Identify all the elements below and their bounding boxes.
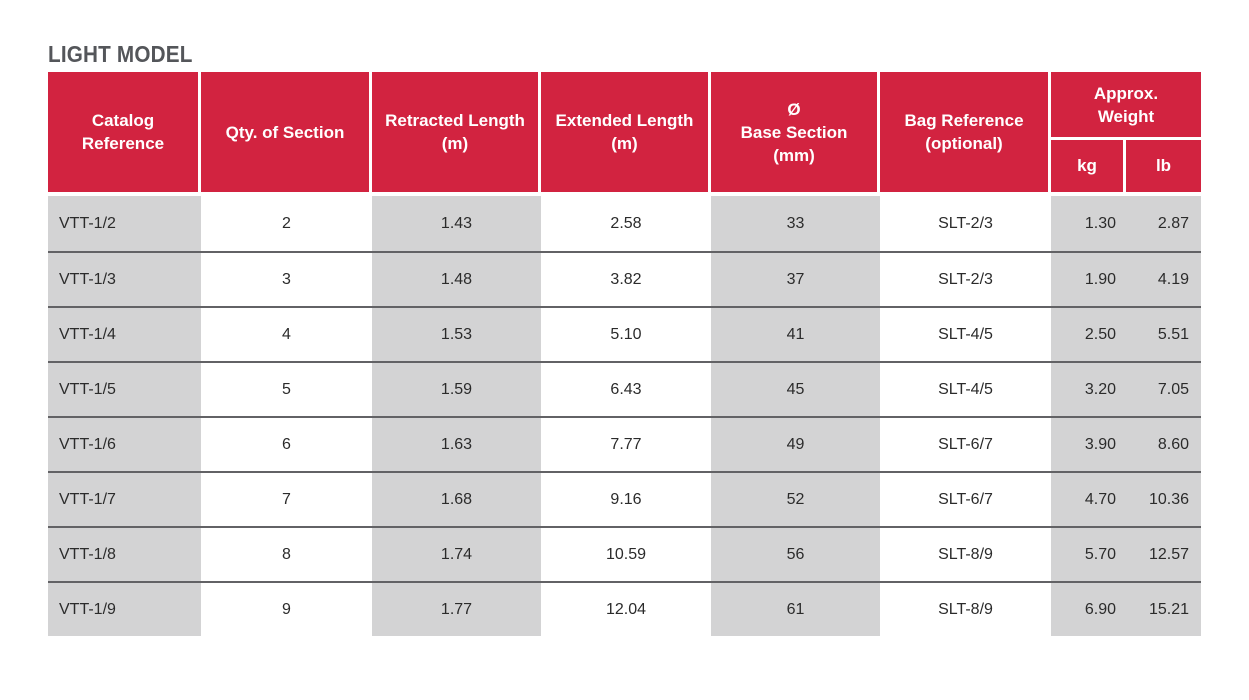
cell-base-section-diameter: 33	[711, 196, 880, 251]
cell-catalog-reference: VTT-1/4	[48, 308, 201, 361]
cell-retracted-length: 1.77	[372, 583, 541, 636]
cell-bag-reference: SLT-4/5	[880, 363, 1051, 416]
cell-weight-kg: 2.50	[1051, 308, 1126, 361]
col-header-approx-weight: Approx. Weight	[1051, 72, 1201, 140]
cell-weight-lb: 7.05	[1126, 363, 1201, 416]
cell-catalog-reference: VTT-1/6	[48, 418, 201, 471]
cell-weight-kg: 4.70	[1051, 473, 1126, 526]
col-header-lb: lb	[1126, 140, 1201, 192]
cell-weight-kg: 5.70	[1051, 528, 1126, 581]
cell-base-section-diameter: 61	[711, 583, 880, 636]
cell-weight-kg: 6.90	[1051, 583, 1126, 636]
col-header-catalog-reference: Catalog Reference	[48, 72, 201, 192]
cell-weight-kg: 1.90	[1051, 253, 1126, 306]
table-body: VTT-1/2 2 1.43 2.58 33 SLT-2/3 1.30 2.87 VTT-1/3…	[48, 196, 1201, 636]
cell-bag-reference: SLT-6/7	[880, 418, 1051, 471]
cell-extended-length: 3.82	[541, 253, 711, 306]
cell-extended-length: 12.04	[541, 583, 711, 636]
col-header-kg: kg	[1051, 140, 1126, 192]
cell-bag-reference: SLT-6/7	[880, 473, 1051, 526]
cell-extended-length: 2.58	[541, 196, 711, 251]
table-row: VTT-1/5 5 1.59 6.43 45 SLT-4/5 3.20 7.05	[48, 361, 1201, 416]
cell-extended-length: 10.59	[541, 528, 711, 581]
table-header-row: Catalog Reference Qty. of Section Retrac…	[48, 72, 1201, 192]
cell-retracted-length: 1.53	[372, 308, 541, 361]
cell-weight-kg: 3.20	[1051, 363, 1126, 416]
cell-qty-of-section: 5	[201, 363, 372, 416]
cell-bag-reference: SLT-2/3	[880, 196, 1051, 251]
cell-extended-length: 6.43	[541, 363, 711, 416]
table-row: VTT-1/4 4 1.53 5.10 41 SLT-4/5 2.50 5.51	[48, 306, 1201, 361]
cell-base-section-diameter: 45	[711, 363, 880, 416]
cell-weight-lb: 8.60	[1126, 418, 1201, 471]
table-row: VTT-1/2 2 1.43 2.58 33 SLT-2/3 1.30 2.87	[48, 196, 1201, 251]
cell-weight-kg: 3.90	[1051, 418, 1126, 471]
cell-qty-of-section: 8	[201, 528, 372, 581]
cell-bag-reference: SLT-8/9	[880, 583, 1051, 636]
cell-extended-length: 7.77	[541, 418, 711, 471]
cell-weight-lb: 2.87	[1126, 196, 1201, 251]
cell-catalog-reference: VTT-1/8	[48, 528, 201, 581]
cell-retracted-length: 1.74	[372, 528, 541, 581]
cell-base-section-diameter: 56	[711, 528, 880, 581]
table-row: VTT-1/7 7 1.68 9.16 52 SLT-6/7 4.70 10.36	[48, 471, 1201, 526]
cell-catalog-reference: VTT-1/7	[48, 473, 201, 526]
table-row: VTT-1/8 8 1.74 10.59 56 SLT-8/9 5.70 12.57	[48, 526, 1201, 581]
cell-retracted-length: 1.43	[372, 196, 541, 251]
cell-weight-lb: 4.19	[1126, 253, 1201, 306]
cell-extended-length: 5.10	[541, 308, 711, 361]
cell-weight-lb: 12.57	[1126, 528, 1201, 581]
cell-qty-of-section: 3	[201, 253, 372, 306]
table-row: VTT-1/9 9 1.77 12.04 61 SLT-8/9 6.90 15.21	[48, 581, 1201, 636]
cell-retracted-length: 1.63	[372, 418, 541, 471]
col-header-bag-reference: Bag Reference (optional)	[880, 72, 1051, 192]
cell-weight-lb: 10.36	[1126, 473, 1201, 526]
cell-catalog-reference: VTT-1/3	[48, 253, 201, 306]
cell-weight-lb: 15.21	[1126, 583, 1201, 636]
col-header-retracted-length: Retracted Length (m)	[372, 72, 541, 192]
cell-bag-reference: SLT-4/5	[880, 308, 1051, 361]
cell-retracted-length: 1.68	[372, 473, 541, 526]
cell-extended-length: 9.16	[541, 473, 711, 526]
weight-sub-header-row: kg lb	[1051, 140, 1201, 192]
cell-base-section-diameter: 37	[711, 253, 880, 306]
cell-bag-reference: SLT-8/9	[880, 528, 1051, 581]
light-model-spec-table: Catalog Reference Qty. of Section Retrac…	[48, 72, 1201, 636]
table-row: VTT-1/6 6 1.63 7.77 49 SLT-6/7 3.90 8.60	[48, 416, 1201, 471]
table-row: VTT-1/3 3 1.48 3.82 37 SLT-2/3 1.90 4.19	[48, 251, 1201, 306]
cell-catalog-reference: VTT-1/9	[48, 583, 201, 636]
cell-base-section-diameter: 52	[711, 473, 880, 526]
cell-qty-of-section: 2	[201, 196, 372, 251]
cell-weight-lb: 5.51	[1126, 308, 1201, 361]
page-title: LIGHT MODEL	[48, 41, 193, 67]
col-header-approx-weight-group: Approx. Weight kg lb	[1051, 72, 1201, 192]
cell-qty-of-section: 6	[201, 418, 372, 471]
cell-qty-of-section: 9	[201, 583, 372, 636]
cell-weight-kg: 1.30	[1051, 196, 1126, 251]
cell-qty-of-section: 4	[201, 308, 372, 361]
cell-retracted-length: 1.48	[372, 253, 541, 306]
cell-bag-reference: SLT-2/3	[880, 253, 1051, 306]
cell-base-section-diameter: 49	[711, 418, 880, 471]
cell-qty-of-section: 7	[201, 473, 372, 526]
col-header-qty-of-section: Qty. of Section	[201, 72, 372, 192]
col-header-base-section-diameter: Ø Base Section (mm)	[711, 72, 880, 192]
cell-base-section-diameter: 41	[711, 308, 880, 361]
cell-retracted-length: 1.59	[372, 363, 541, 416]
cell-catalog-reference: VTT-1/2	[48, 196, 201, 251]
col-header-extended-length: Extended Length (m)	[541, 72, 711, 192]
cell-catalog-reference: VTT-1/5	[48, 363, 201, 416]
